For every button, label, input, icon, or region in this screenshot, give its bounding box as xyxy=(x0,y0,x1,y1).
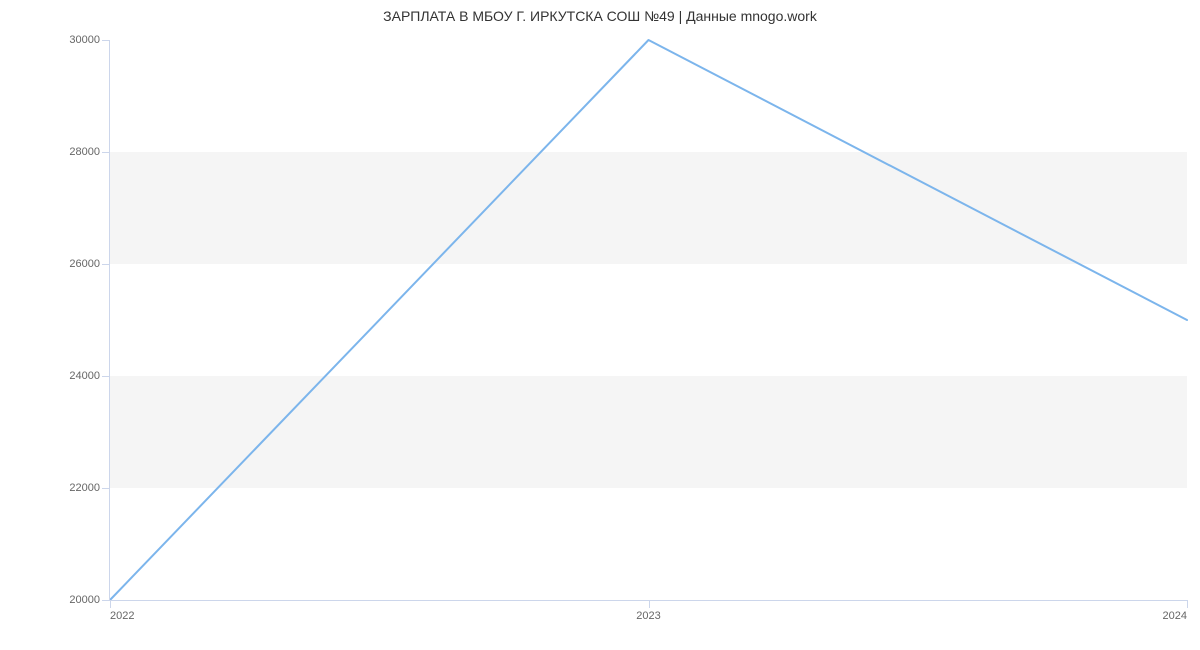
x-tick-label: 2024 xyxy=(1163,600,1187,622)
y-tick-label: 20000 xyxy=(69,594,110,606)
chart-title: ЗАРПЛАТА В МБОУ Г. ИРКУТСКА СОШ №49 | Да… xyxy=(0,8,1200,24)
y-tick-label: 22000 xyxy=(69,482,110,494)
salary-line-chart: ЗАРПЛАТА В МБОУ Г. ИРКУТСКА СОШ №49 | Да… xyxy=(0,0,1200,650)
x-tick xyxy=(1187,600,1188,608)
y-axis-line xyxy=(109,40,110,600)
line-series xyxy=(110,40,1187,600)
series-line xyxy=(110,40,1187,600)
y-tick-label: 26000 xyxy=(69,258,110,270)
x-tick-label: 2022 xyxy=(110,600,134,622)
y-tick-label: 28000 xyxy=(69,146,110,158)
x-tick-label: 2023 xyxy=(636,600,660,622)
y-tick-label: 24000 xyxy=(69,370,110,382)
plot-area: 2000022000240002600028000300002022202320… xyxy=(110,40,1187,600)
y-tick-label: 30000 xyxy=(69,34,110,46)
